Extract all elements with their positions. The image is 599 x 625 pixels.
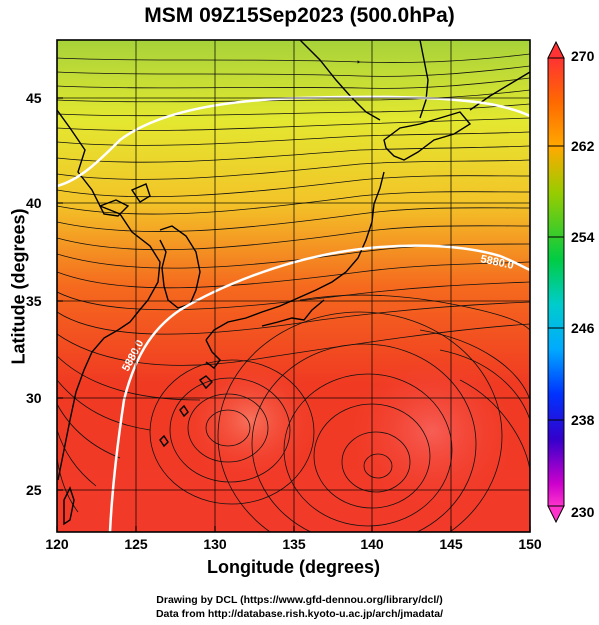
x-tick-label: 140 bbox=[360, 536, 384, 552]
x-tick-label: 120 bbox=[45, 536, 69, 552]
colorbar bbox=[547, 40, 565, 524]
colorbar-tick-label: 246 bbox=[571, 320, 595, 336]
chart-title: MSM 09Z15Sep2023 (500.0hPa) bbox=[144, 4, 455, 27]
x-axis-label: Longitude (degrees) bbox=[206, 557, 380, 577]
y-tick-label: 45 bbox=[26, 90, 42, 106]
colorbar-max-triangle bbox=[547, 40, 565, 59]
warm-core bbox=[180, 360, 320, 480]
y-tick-label: 35 bbox=[26, 293, 42, 309]
y-tick-label: 40 bbox=[26, 195, 42, 211]
colorbar-tick-label: 254 bbox=[571, 229, 595, 245]
y-tick-label: 25 bbox=[26, 482, 42, 498]
y-tick-label: 30 bbox=[26, 390, 42, 406]
colorbar-tick-label: 262 bbox=[571, 138, 595, 154]
axis-ticks bbox=[56, 97, 531, 532]
contour-5880 bbox=[108, 244, 530, 532]
colorbar-min-triangle bbox=[547, 505, 565, 524]
credit-data: Data from http://database.rish.kyoto-u.a… bbox=[155, 608, 444, 620]
x-tick-label: 135 bbox=[282, 536, 306, 552]
y-axis-label: Latitude (degrees) bbox=[8, 208, 29, 365]
colorbar-tick-label: 230 bbox=[571, 504, 595, 520]
x-tick-label: 130 bbox=[203, 536, 227, 552]
x-tick-label: 145 bbox=[439, 536, 463, 552]
x-tick-label: 150 bbox=[518, 536, 542, 552]
x-tick-label: 125 bbox=[124, 536, 148, 552]
colorbar-tick-label: 238 bbox=[571, 412, 595, 428]
colorbar-tick-label: 270 bbox=[571, 48, 595, 64]
credit-drawing: Drawing by DCL (https://www.gfd-dennou.o… bbox=[156, 594, 443, 606]
warm-core bbox=[300, 310, 530, 530]
grid-lines bbox=[57, 40, 530, 532]
